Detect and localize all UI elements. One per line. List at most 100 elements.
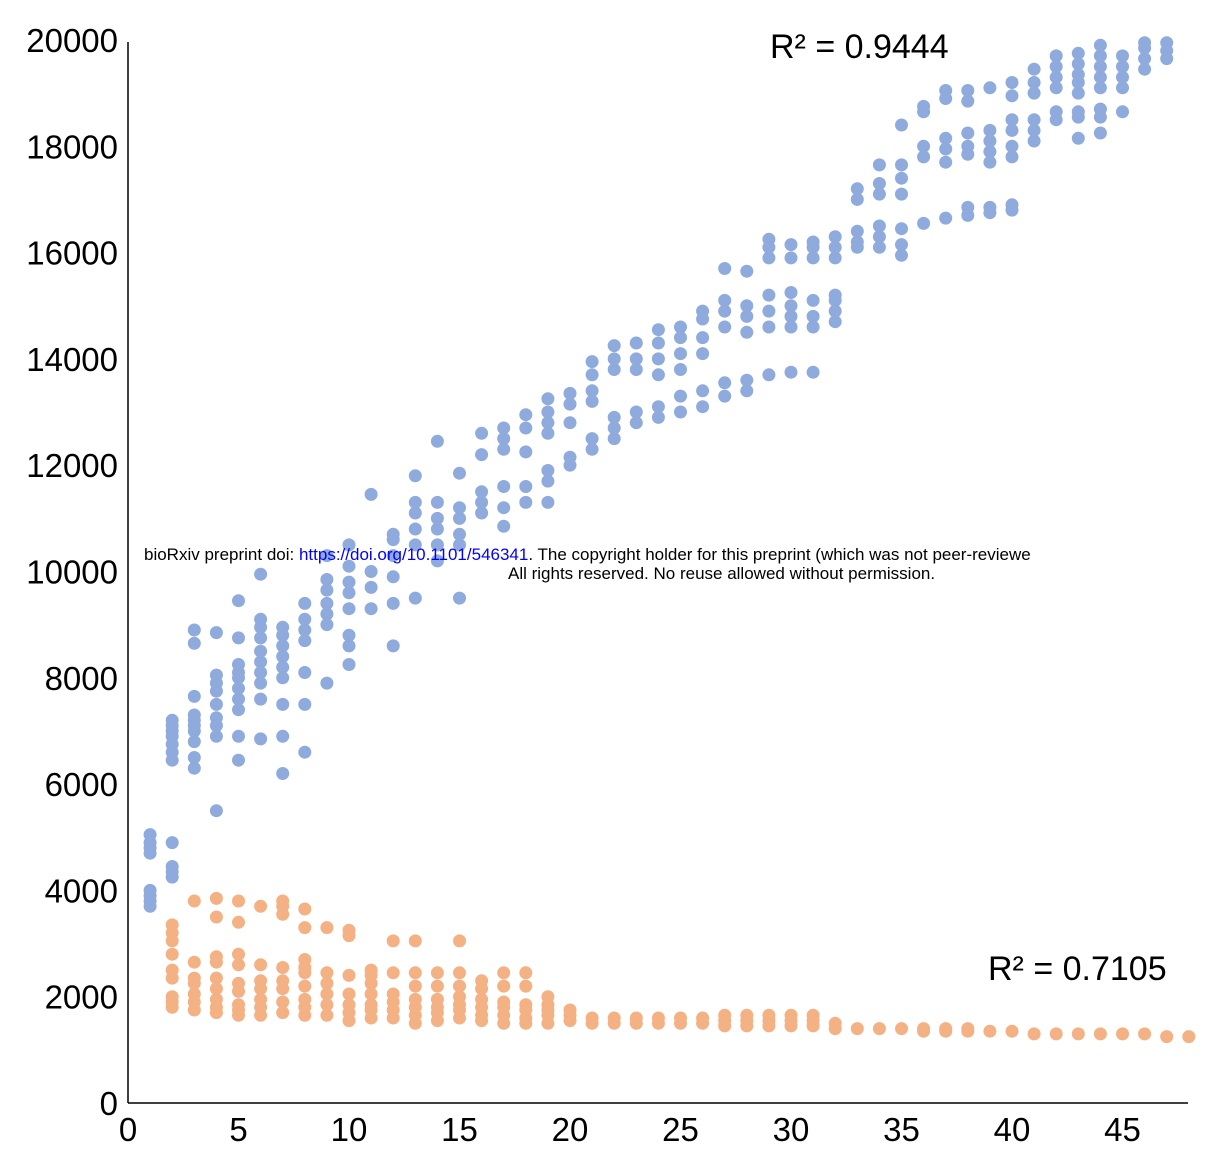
- blue-point: [806, 309, 820, 323]
- orange-point: [1093, 1027, 1107, 1041]
- orange-point: [386, 966, 400, 980]
- blue-point: [983, 200, 997, 214]
- blue-point: [165, 713, 179, 727]
- blue-point: [143, 883, 157, 897]
- orange-point: [408, 966, 422, 980]
- orange-point: [342, 923, 356, 937]
- blue-point: [276, 767, 290, 780]
- blue-point: [740, 325, 754, 339]
- orange-point: [563, 1003, 577, 1017]
- blue-series: [143, 36, 1174, 913]
- orange-point: [475, 992, 489, 1006]
- blue-point: [187, 708, 201, 722]
- orange-point: [342, 987, 356, 1001]
- orange-point: [607, 1011, 621, 1025]
- blue-point: [828, 304, 842, 318]
- blue-point: [651, 410, 665, 424]
- blue-point: [342, 628, 356, 642]
- x-tick-label: 35: [883, 1111, 920, 1148]
- blue-point: [872, 240, 886, 254]
- x-tick-label: 25: [662, 1111, 699, 1148]
- blue-point: [497, 432, 511, 446]
- notice-prefix: bioRxiv preprint doi:: [144, 545, 299, 564]
- blue-point: [232, 692, 245, 706]
- orange-point: [276, 974, 290, 988]
- orange-point: [298, 902, 312, 916]
- blue-point: [519, 480, 533, 493]
- orange-point: [209, 891, 223, 905]
- blue-point: [1027, 134, 1041, 148]
- orange-point: [165, 947, 179, 961]
- blue-point: [629, 363, 643, 376]
- blue-point: [696, 347, 710, 361]
- blue-point: [1093, 102, 1107, 116]
- blue-point: [696, 331, 710, 345]
- blue-point: [850, 235, 864, 249]
- y-tick-label: 14000: [26, 341, 118, 378]
- blue-point: [1027, 113, 1041, 127]
- blue-point: [298, 623, 312, 637]
- orange-point: [232, 947, 245, 961]
- blue-point: [718, 304, 732, 318]
- blue-point: [342, 575, 356, 589]
- blue-point: [850, 182, 864, 196]
- blue-point: [408, 591, 422, 605]
- blue-point: [1071, 46, 1085, 60]
- blue-point: [320, 618, 334, 632]
- orange-point: [209, 992, 223, 1006]
- blue-point: [320, 596, 334, 610]
- blue-point: [1093, 81, 1107, 95]
- blue-point: [828, 240, 842, 254]
- blue-point: [629, 336, 643, 350]
- blue-point: [497, 501, 511, 515]
- orange-point: [232, 998, 245, 1012]
- blue-point: [276, 660, 290, 674]
- blue-point: [364, 580, 378, 594]
- x-tick-label: 0: [119, 1111, 137, 1148]
- doi-link[interactable]: https://doi.org/10.1101/546341: [298, 545, 529, 564]
- orange-point: [1049, 1027, 1063, 1041]
- orange-point: [209, 971, 223, 985]
- blue-point: [607, 432, 621, 446]
- blue-point: [386, 549, 400, 563]
- blue-point: [629, 416, 643, 430]
- blue-point: [541, 416, 555, 430]
- blue-point: [762, 320, 776, 334]
- blue-point: [939, 131, 953, 145]
- blue-point: [541, 474, 555, 488]
- orange-point: [1005, 1024, 1019, 1038]
- blue-point: [187, 623, 201, 637]
- orange-point: [453, 979, 466, 993]
- orange-point: [872, 1022, 886, 1036]
- orange-point: [232, 976, 245, 990]
- blue-point: [1071, 57, 1085, 71]
- blue-point: [320, 549, 334, 563]
- blue-point: [276, 639, 290, 653]
- notice-suffix: . The copyright holder for this preprint…: [528, 545, 1031, 564]
- blue-point: [386, 570, 400, 584]
- orange-point: [232, 894, 245, 908]
- blue-point: [386, 596, 400, 610]
- blue-point: [784, 251, 798, 265]
- orange-point: [453, 966, 466, 980]
- orange-point: [784, 1008, 798, 1022]
- y-tick-label: 4000: [45, 872, 118, 909]
- blue-point: [453, 527, 466, 541]
- orange-point: [209, 950, 223, 964]
- blue-point: [585, 368, 599, 382]
- blue-point: [342, 602, 356, 616]
- orange-point: [364, 998, 378, 1012]
- blue-point: [762, 232, 776, 246]
- blue-point: [895, 187, 908, 201]
- blue-point: [563, 450, 577, 464]
- orange-point: [254, 899, 268, 913]
- blue-point: [254, 666, 268, 679]
- y-tick-label: 2000: [45, 979, 118, 1016]
- blue-point: [983, 155, 997, 169]
- orange-point: [276, 995, 290, 1009]
- blue-point: [872, 158, 886, 172]
- orange-point: [1138, 1027, 1152, 1041]
- blue-point: [1071, 105, 1085, 119]
- orange-point: [917, 1022, 931, 1036]
- orange-point: [762, 1008, 776, 1022]
